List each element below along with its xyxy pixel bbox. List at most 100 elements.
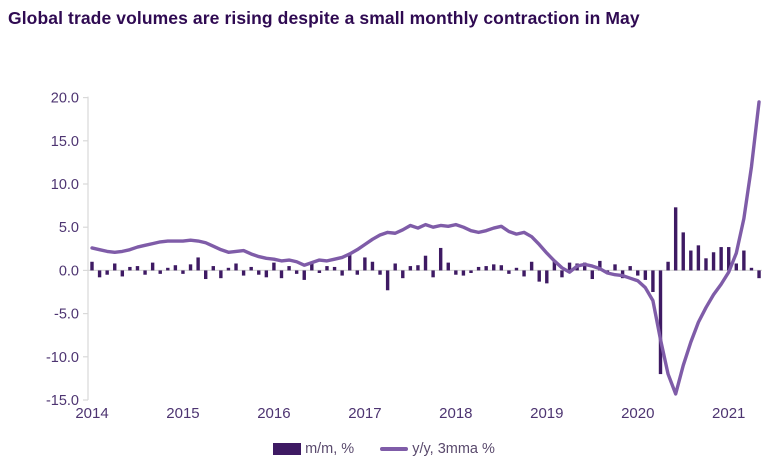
mm-bar (219, 270, 223, 279)
mm-bar (173, 265, 178, 271)
mm-bar (749, 267, 754, 271)
y-axis-label: 0.0 (59, 263, 79, 279)
mm-bar (689, 250, 693, 271)
mm-bar (681, 232, 685, 271)
mm-bar (507, 270, 511, 274)
mm-bar (264, 270, 269, 278)
x-axis-label: 2019 (530, 405, 563, 422)
mm-bar (310, 263, 314, 271)
mm-bar (469, 270, 473, 273)
mm-bar (257, 270, 261, 275)
x-axis-label: 2014 (75, 405, 108, 422)
mm-bar (757, 270, 761, 279)
legend-item-yy: y/y, 3mma % (380, 441, 495, 457)
mm-bar (249, 266, 253, 271)
mm-bar (241, 270, 246, 276)
y-axis-label: 5.0 (59, 220, 79, 236)
mm-bar (560, 270, 564, 278)
mm-bar (598, 260, 602, 271)
mm-bar (120, 270, 125, 277)
mm-bar (636, 270, 640, 276)
mm-bar (628, 266, 632, 271)
mm-bar (583, 262, 587, 271)
mm-bar (727, 247, 731, 271)
mm-bar (204, 270, 208, 280)
mm-bar (408, 266, 413, 271)
bar-swatch-icon (273, 443, 302, 455)
mm-bar (492, 264, 496, 271)
mm-bar (719, 247, 723, 271)
mm-bar (150, 262, 155, 271)
mm-bar (317, 270, 322, 273)
mm-bar (287, 266, 291, 271)
mm-bar (348, 253, 352, 271)
mm-bar (545, 270, 549, 284)
mm-bar (461, 270, 466, 276)
mm-bar (742, 250, 746, 271)
mm-bar (196, 257, 200, 271)
mm-bar (355, 270, 359, 275)
x-axis-label: 2015 (166, 405, 199, 422)
mm-bar (658, 270, 663, 375)
mm-bar (166, 267, 170, 271)
mm-bar (135, 266, 140, 271)
mm-bar (340, 270, 344, 276)
y-axis-label: -10.0 (46, 350, 79, 366)
yy-line (90, 100, 761, 396)
x-axis-label: 2020 (621, 405, 654, 422)
mm-bar (651, 270, 655, 292)
mm-bar (188, 264, 193, 271)
mm-bar (294, 270, 299, 274)
mm-bar (332, 266, 337, 271)
mm-bar (454, 270, 458, 275)
mm-bar (143, 270, 147, 275)
y-axis-label: 20.0 (51, 91, 79, 107)
mm-bar (279, 270, 284, 279)
mm-bar (567, 262, 572, 271)
y-axis-label: 15.0 (51, 134, 79, 150)
mm-bar (90, 261, 94, 271)
legend-item-mm: m/m, % (273, 441, 354, 457)
mm-bar (552, 260, 557, 271)
mm-bar (128, 266, 132, 271)
mm-bar (673, 207, 678, 271)
mm-bar (476, 266, 481, 271)
mm-bar (438, 247, 443, 271)
mm-bar (113, 263, 117, 271)
y-axis-label: -15.0 (46, 393, 79, 409)
legend-label-yy: y/y, 3mma % (412, 441, 495, 457)
chart-legend: m/m, % y/y, 3mma % (0, 437, 768, 461)
mm-bar (226, 267, 231, 271)
mm-bar (105, 270, 109, 275)
mm-bar (711, 252, 716, 271)
mm-bar (446, 262, 450, 271)
page-title: Global trade volumes are rising despite … (8, 8, 640, 28)
mm-bar (272, 262, 276, 271)
mm-bar (696, 245, 701, 271)
mm-bar (378, 270, 382, 275)
mm-bar (537, 270, 541, 282)
mm-bar (529, 261, 534, 271)
mm-bar (590, 270, 594, 280)
mm-bar (514, 267, 519, 271)
mm-bar (234, 263, 238, 271)
mm-bar (363, 257, 367, 271)
y-axis-label: -5.0 (54, 307, 79, 323)
mm-bar (158, 270, 162, 274)
mm-bar (181, 270, 185, 274)
mm-bar (431, 270, 435, 278)
line-swatch-icon (380, 447, 409, 451)
mm-bar (211, 266, 215, 271)
mm-bar (325, 266, 329, 271)
mm-bar (416, 265, 420, 271)
x-axis-label: 2018 (439, 405, 472, 422)
mm-bar (499, 265, 504, 271)
mm-bar (423, 255, 428, 271)
x-axis-label: 2021 (712, 405, 745, 422)
mm-bar (704, 258, 708, 271)
mm-bar (385, 270, 390, 291)
mm-bar (643, 270, 648, 280)
mm-bar (666, 261, 670, 271)
